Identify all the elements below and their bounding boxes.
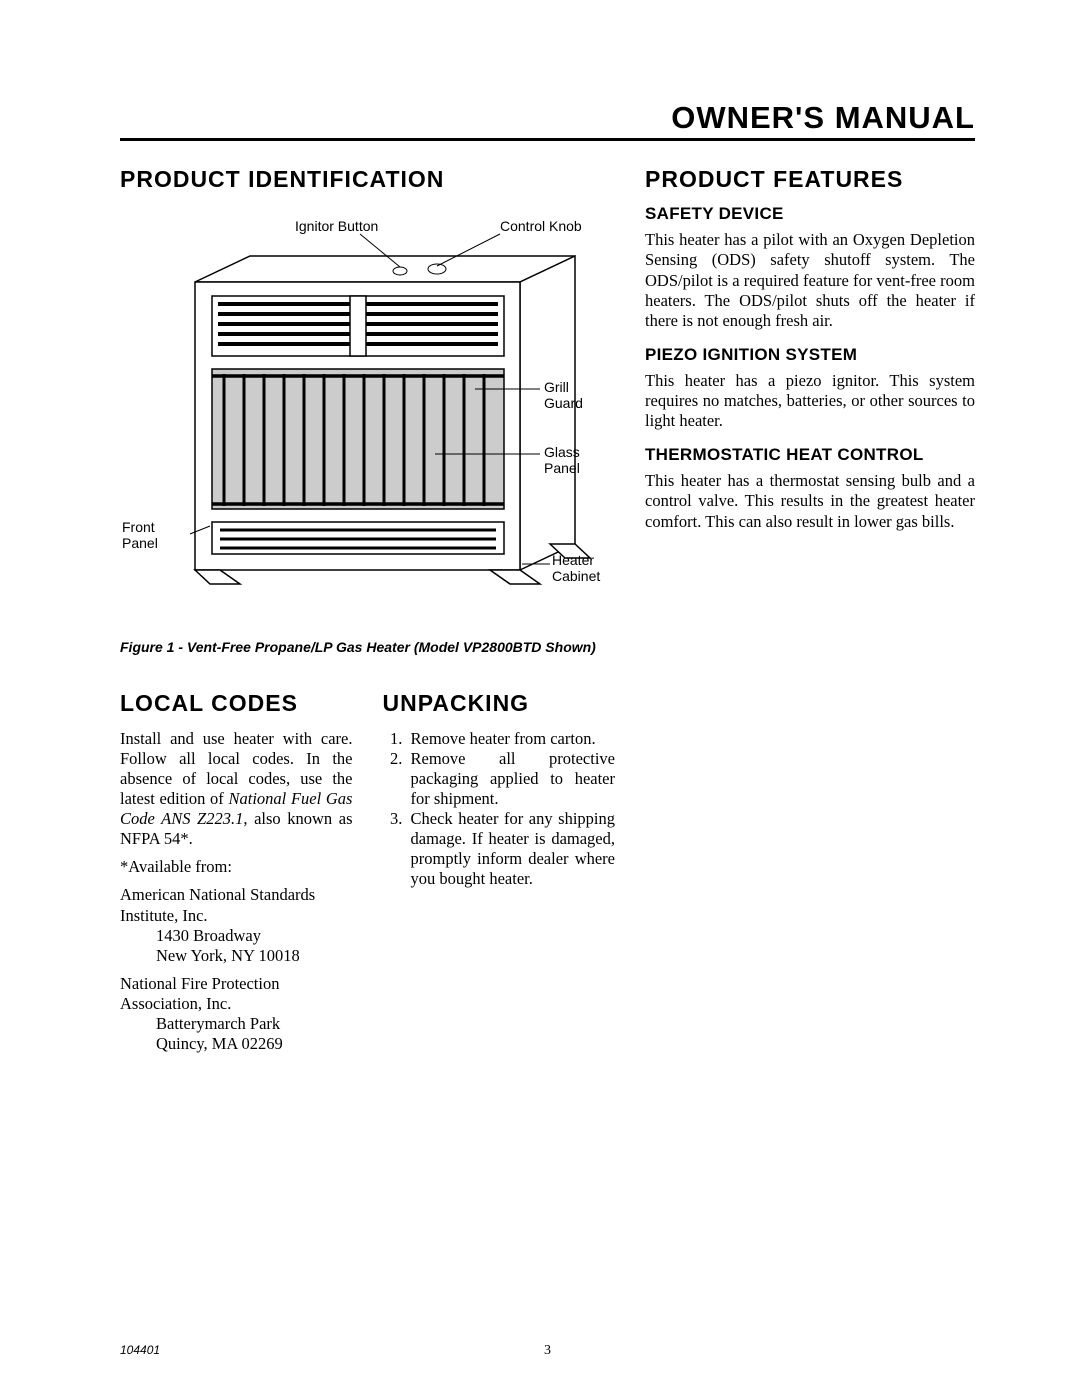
unpacking-list: Remove heater from carton. Remove all pr… [383, 729, 616, 890]
figure-caption: Figure 1 - Vent-Free Propane/LP Gas Heat… [120, 639, 615, 655]
product-id-heading: PRODUCT IDENTIFICATION [120, 167, 615, 192]
safety-body: This heater has a pilot with an Oxygen D… [645, 230, 975, 331]
local-codes-body: Install and use heater with care. Follow… [120, 729, 353, 850]
unpack-item: Check heater for any shipping damage. If… [407, 809, 616, 890]
safety-heading: SAFETY DEVICE [645, 204, 975, 224]
doc-number: 104401 [120, 1343, 160, 1357]
label-ignitor: Ignitor Button [295, 218, 378, 234]
thermo-body: This heater has a thermostat sensing bul… [645, 471, 975, 531]
label-grill: Grill Guard [544, 379, 594, 411]
heater-diagram: Ignitor Button Control Knob Grill Guard … [120, 204, 615, 629]
label-control: Control Knob [500, 218, 582, 234]
piezo-heading: PIEZO IGNITION SYSTEM [645, 345, 975, 365]
address-ansi: American National Standards Institute, I… [120, 885, 353, 966]
addr1-l3: New York, NY 10018 [120, 946, 353, 966]
label-front: Front Panel [122, 519, 172, 551]
addr2-l3: Quincy, MA 02269 [120, 1034, 353, 1054]
addr1-l1: American National Standards Institute, I… [120, 885, 353, 925]
local-codes-heading: LOCAL CODES [120, 691, 353, 716]
addr2-l1: National Fire Protection Association, In… [120, 974, 353, 1014]
label-heater: Heater Cabinet [552, 552, 612, 584]
piezo-body: This heater has a piezo ignitor. This sy… [645, 371, 975, 431]
page-number: 3 [544, 1343, 551, 1359]
addr2-l2: Batterymarch Park [120, 1014, 353, 1034]
page-title: OWNER'S MANUAL [120, 100, 975, 141]
unpack-item: Remove all protective packaging applied … [407, 749, 616, 809]
page-footer: 104401 3 [120, 1343, 975, 1357]
address-nfpa: National Fire Protection Association, In… [120, 974, 353, 1055]
label-glass: Glass Panel [544, 444, 594, 476]
thermo-heading: THERMOSTATIC HEAT CONTROL [645, 445, 975, 465]
available-from: *Available from: [120, 857, 353, 877]
unpacking-heading: UNPACKING [383, 691, 616, 716]
unpack-item: Remove heater from carton. [407, 729, 616, 749]
addr1-l2: 1430 Broadway [120, 926, 353, 946]
product-features-heading: PRODUCT FEATURES [645, 167, 975, 192]
